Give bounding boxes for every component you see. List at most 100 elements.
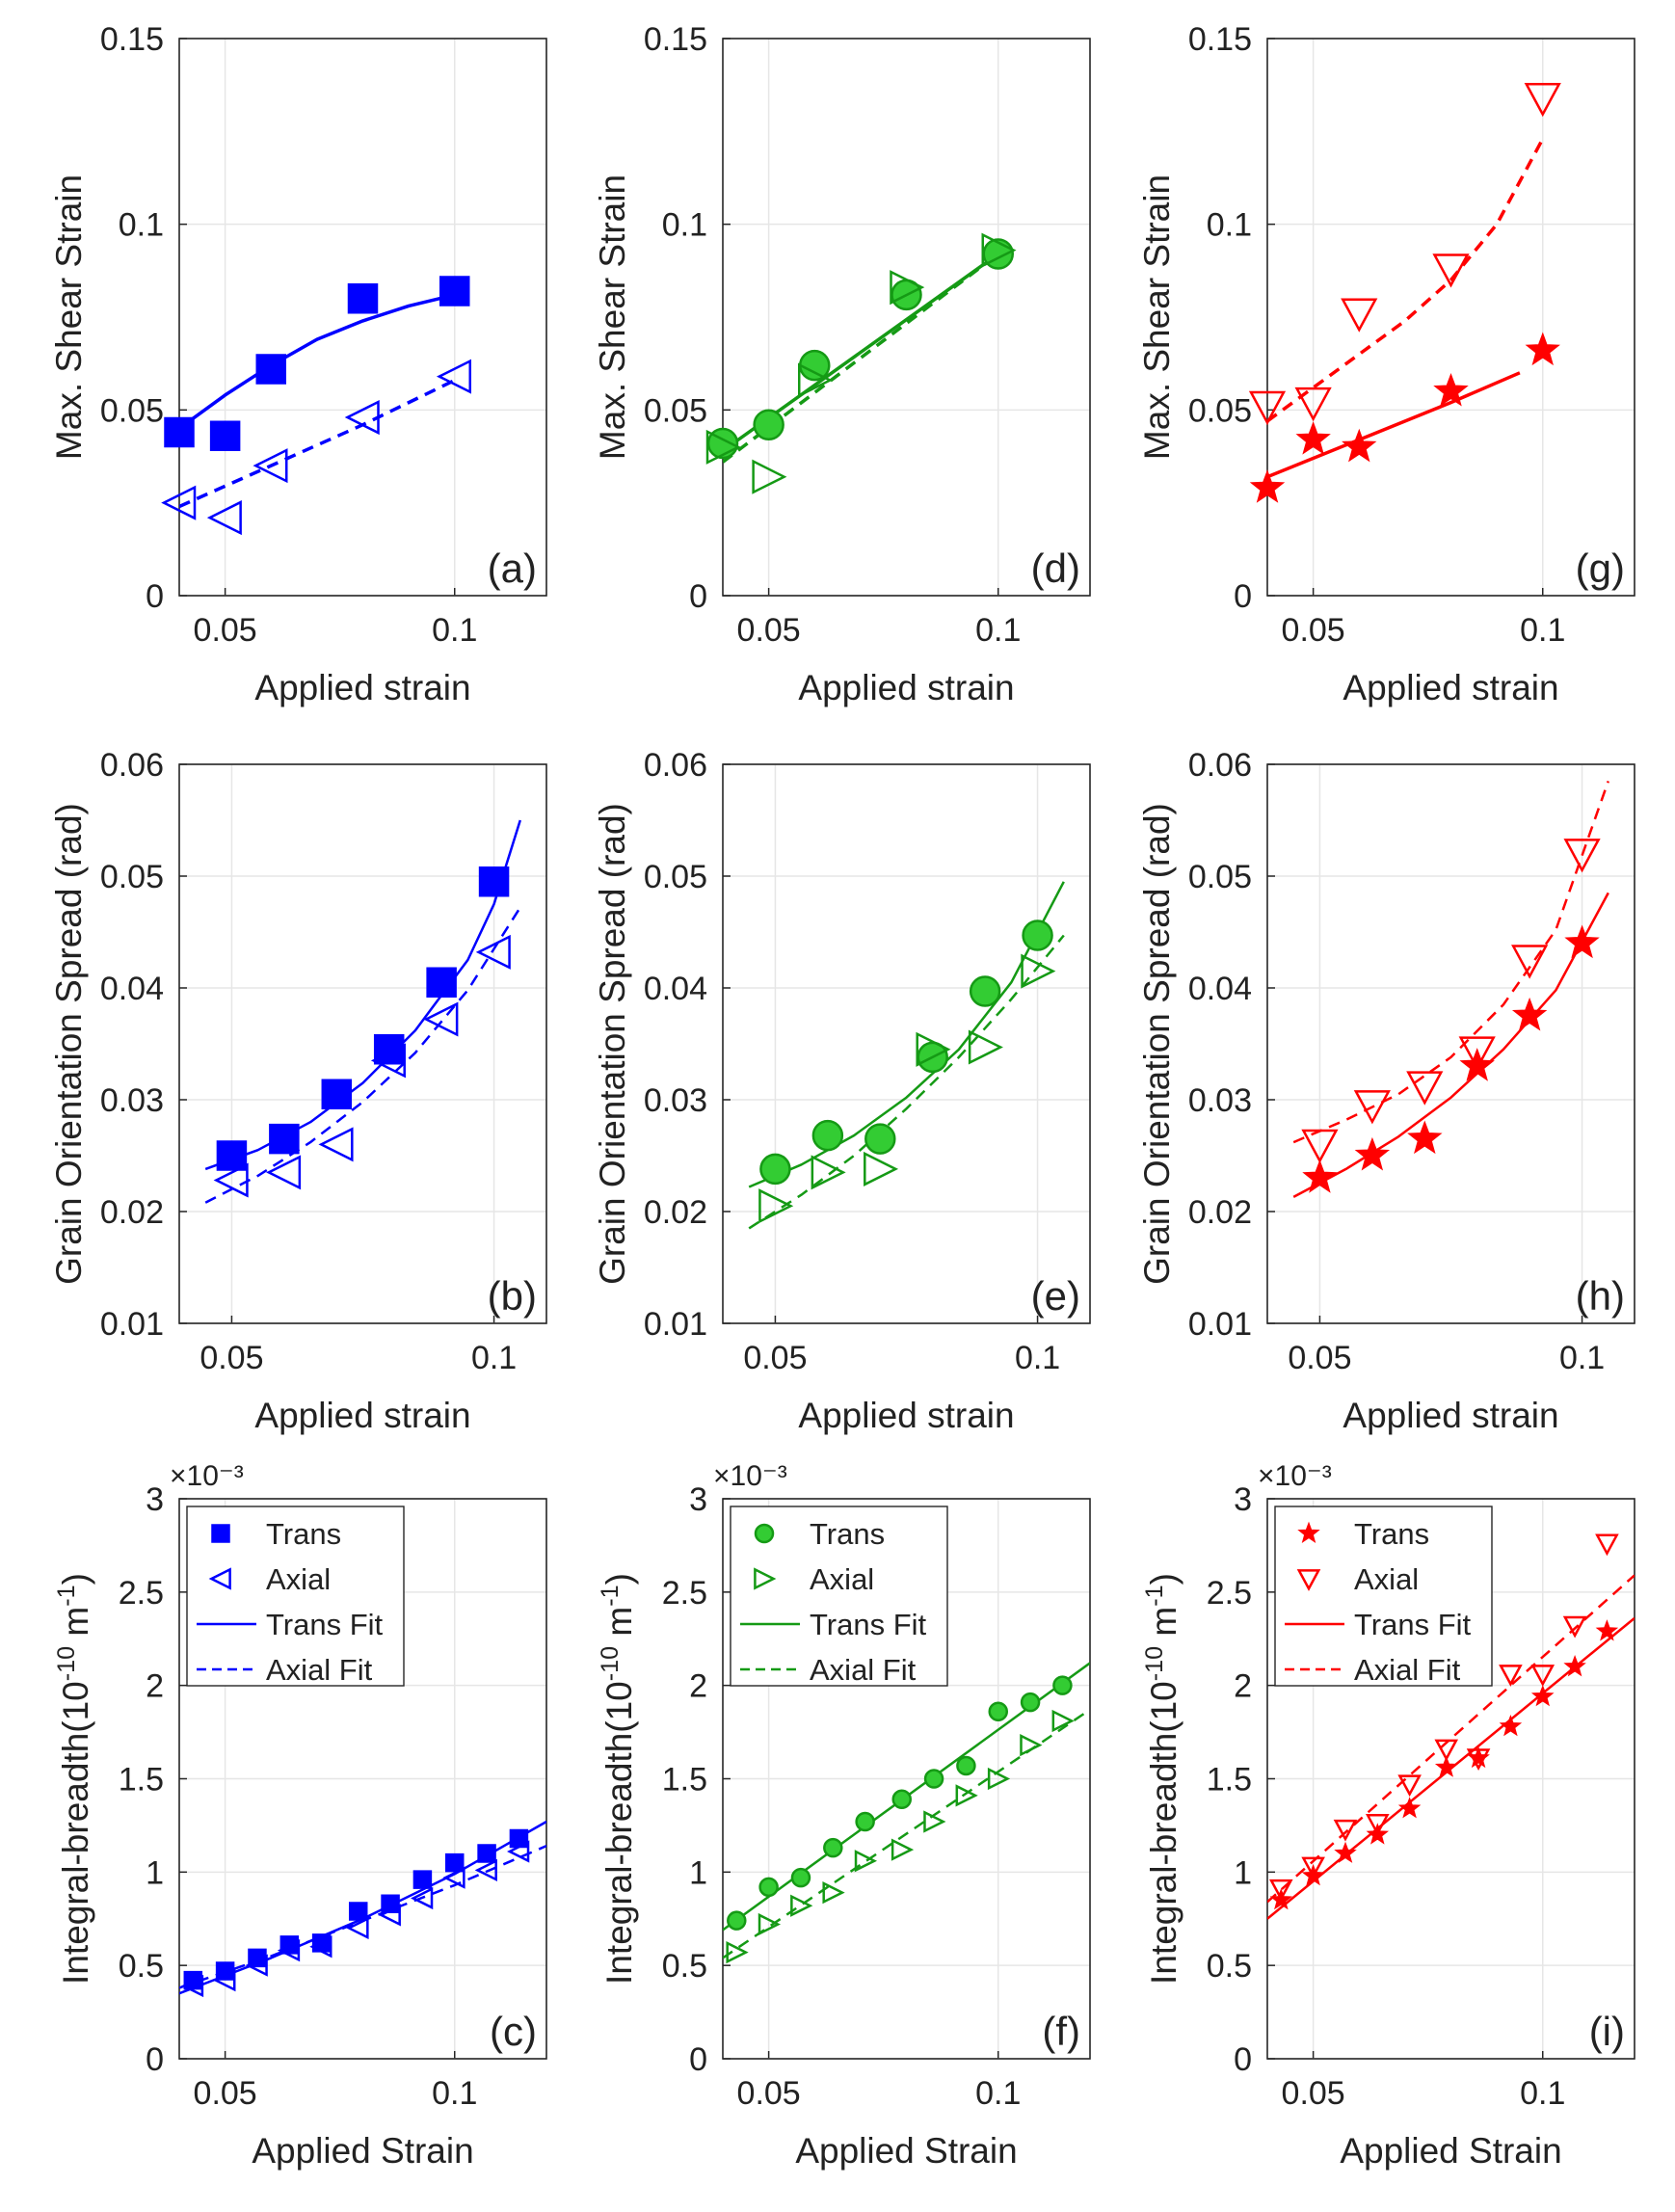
axial-point <box>213 1162 249 1198</box>
axial-point <box>752 459 787 494</box>
y-tick-label: 0.15 <box>1188 21 1252 58</box>
axes-frame <box>1266 1498 1635 2060</box>
legend-symbol <box>1296 1569 1321 1591</box>
legend-label: Axial Fit <box>1354 1653 1461 1687</box>
legend-symbol <box>754 1567 777 1590</box>
axial-point <box>1268 1879 1293 1902</box>
y-tick-label: 0.5 <box>119 1948 164 1985</box>
legend-label: Trans <box>1354 1517 1429 1551</box>
axes-frame <box>722 1498 1091 2060</box>
trans-point <box>348 1902 368 1921</box>
y-tick-label: 3 <box>1234 1481 1252 1518</box>
panel-label: (d) <box>1031 546 1080 591</box>
legend: Trans Axial Trans Fit Axial Fit <box>730 1506 948 1687</box>
y-tick-label: 0.01 <box>1188 1306 1252 1343</box>
y-tick-label: 0.05 <box>1188 859 1252 895</box>
x-axis-label: Applied Strain <box>252 2131 473 2171</box>
y-axis-label: Grain Orientation Spread (rad) <box>49 803 89 1285</box>
y-tick-label: 3 <box>146 1481 164 1518</box>
y-exponent-label: ×10⁻³ <box>170 1460 244 1492</box>
axes-frame <box>178 38 547 597</box>
axes-frame <box>1266 763 1635 1324</box>
y-axis-label: Max. Shear Strain <box>1137 174 1177 460</box>
axial-point <box>213 1969 236 1992</box>
y-tick-label: 0.5 <box>662 1948 707 1985</box>
trans-point <box>855 1811 875 1832</box>
y-tick-label: 2.5 <box>662 1575 707 1612</box>
trans-point <box>216 1140 248 1171</box>
axial-point <box>854 1850 878 1873</box>
x-tick-label: 0.1 <box>1015 1340 1060 1376</box>
trans-point <box>321 1079 353 1109</box>
y-tick-label: 1.5 <box>119 1762 164 1799</box>
axes-frame <box>722 763 1091 1324</box>
data-layer <box>1267 138 1545 479</box>
y-tick-label: 0.04 <box>644 971 707 1007</box>
axes-frame <box>722 38 1091 597</box>
trans-point <box>1022 919 1053 951</box>
y-tick-label: 0.05 <box>1188 392 1252 429</box>
data-layer <box>1292 780 1609 1199</box>
y-tick-label: 0 <box>1234 2041 1252 2078</box>
axial-point <box>798 362 834 398</box>
trans-fit-line <box>1292 892 1609 1199</box>
axial-point <box>411 1886 434 1910</box>
y-tick-label: 0.06 <box>100 747 164 784</box>
x-axis-label: Applied Strain <box>795 2131 1017 2171</box>
axial-fit-line <box>179 378 456 509</box>
y-axis-label: Integral-breadth(10-10​ m-1​) <box>53 1573 95 1985</box>
trans-point <box>269 1123 300 1155</box>
x-axis-label: Applied strain <box>254 668 470 707</box>
plot-area <box>179 764 546 1323</box>
trans-point <box>477 1844 496 1863</box>
axial-point <box>1301 1129 1339 1164</box>
panel-label: (b) <box>488 1273 537 1319</box>
axial-point <box>1563 839 1601 873</box>
axial-point <box>1341 298 1378 333</box>
axial-point <box>266 1155 302 1190</box>
y-exponent-label: ×10⁻³ <box>713 1460 787 1492</box>
axial-point <box>1466 1748 1491 1772</box>
y-tick-label: 2.5 <box>1207 1575 1252 1612</box>
axes-frame <box>178 763 547 1324</box>
y-tick-label: 0 <box>146 578 164 615</box>
panel-d: 0.05 0.1 0 0.05 0.1 0.15 (d) Applied strain Max.… <box>593 21 1091 707</box>
x-tick-label: 0.05 <box>743 1340 807 1376</box>
y-tick-label: 0.03 <box>100 1082 164 1119</box>
axial-point <box>1333 1819 1358 1842</box>
x-tick-label: 0.05 <box>194 612 257 649</box>
axial-point <box>758 1912 782 1936</box>
axial-point <box>180 1974 204 1998</box>
axial-point <box>161 485 197 520</box>
axes-frame <box>178 1498 547 2060</box>
axial-fit-line <box>204 906 521 1204</box>
panel-label: (f) <box>1042 2009 1080 2054</box>
axial-point <box>1021 953 1056 989</box>
panel-b: 0.05 0.1 0.01 0.02 0.03 0.04 0.05 0.06 (b) Applie… <box>49 747 547 1435</box>
y-tick-label: 0.03 <box>1188 1082 1252 1119</box>
legend-label: Trans Fit <box>810 1608 927 1641</box>
y-tick-label: 0.05 <box>100 859 164 895</box>
trans-point <box>1511 997 1548 1031</box>
legend-symbol <box>211 1524 230 1543</box>
trans-point <box>1564 924 1600 959</box>
trans-point <box>478 866 510 897</box>
axial-point <box>436 359 471 394</box>
x-tick-label: 0.05 <box>194 2075 257 2112</box>
y-tick-label: 0.05 <box>644 392 707 429</box>
y-tick-label: 1 <box>1234 1854 1252 1891</box>
panel-label: (h) <box>1576 1273 1625 1319</box>
x-tick-label: 0.05 <box>1282 612 1345 649</box>
axial-point <box>1432 253 1470 288</box>
trans-point <box>799 349 831 382</box>
y-tick-label: 0.01 <box>100 1306 164 1343</box>
y-axis-label: Max. Shear Strain <box>49 174 89 460</box>
panel-label: (e) <box>1031 1273 1080 1319</box>
y-tick-label: 1.5 <box>662 1762 707 1799</box>
axial-point <box>981 232 1017 268</box>
trans-fit-line <box>1267 371 1521 479</box>
trans-point <box>1499 1714 1523 1737</box>
x-tick-label: 0.05 <box>737 2075 801 2112</box>
axial-point <box>1595 1533 1619 1557</box>
trans-point <box>790 1867 811 1888</box>
